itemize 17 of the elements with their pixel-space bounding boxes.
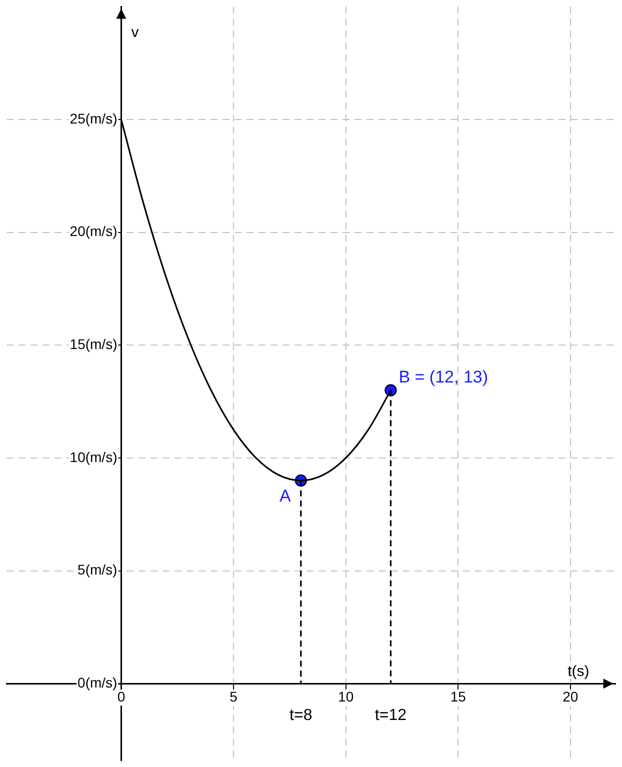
y-tick-label: 5(m/s) — [78, 562, 118, 578]
y-tick-label: 15(m/s) — [70, 336, 118, 352]
series-label: B = (12, 13) — [398, 367, 488, 386]
y-tick-label: 25(m/s) — [70, 110, 118, 126]
y-tick-label: 0(m/s) — [78, 674, 118, 690]
annotation: t=12 — [374, 706, 407, 724]
x-tick-label: 10 — [338, 688, 354, 704]
x-tick-label: 15 — [450, 688, 466, 704]
series-label: A — [280, 486, 292, 506]
y-tick-label: 10(m/s) — [70, 448, 118, 465]
x-tick-label: 0 — [117, 688, 126, 704]
y-axis-title: v — [131, 24, 140, 41]
x-tick-label: 20 — [562, 688, 578, 704]
x-axis-title: t(s) — [568, 663, 590, 680]
y-tick-label: 20(m/s) — [70, 223, 118, 240]
annotation: t=8 — [290, 706, 312, 724]
x-tick-label: 5 — [230, 688, 238, 704]
